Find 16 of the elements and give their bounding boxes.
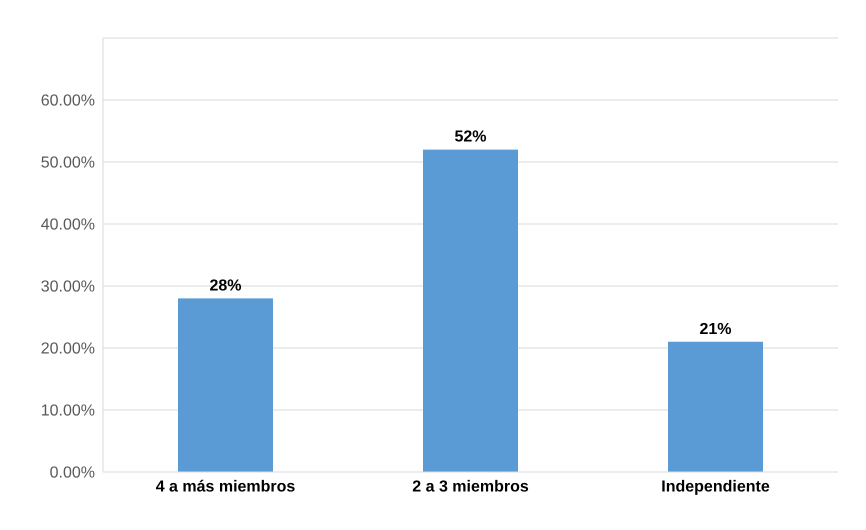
x-tick-label: 4 a más miembros (156, 478, 296, 496)
data-label: 21% (699, 320, 732, 338)
data-label: 52% (454, 128, 487, 146)
y-tick-label: 50.00% (40, 154, 95, 172)
y-tick-label: 60.00% (40, 92, 95, 110)
y-tick-label: 40.00% (40, 216, 95, 234)
y-tick-label: 30.00% (40, 278, 95, 296)
bar (668, 342, 763, 472)
y-tick-label: 10.00% (40, 402, 95, 420)
bar (178, 298, 273, 472)
data-label: 28% (209, 277, 242, 294)
bar (423, 150, 518, 472)
y-tick-label: 20.00% (40, 340, 95, 358)
x-tick-label: Independiente (661, 478, 770, 496)
x-tick-label: 2 a 3 miembros (412, 478, 529, 496)
y-tick-label: 0.00% (50, 464, 95, 482)
